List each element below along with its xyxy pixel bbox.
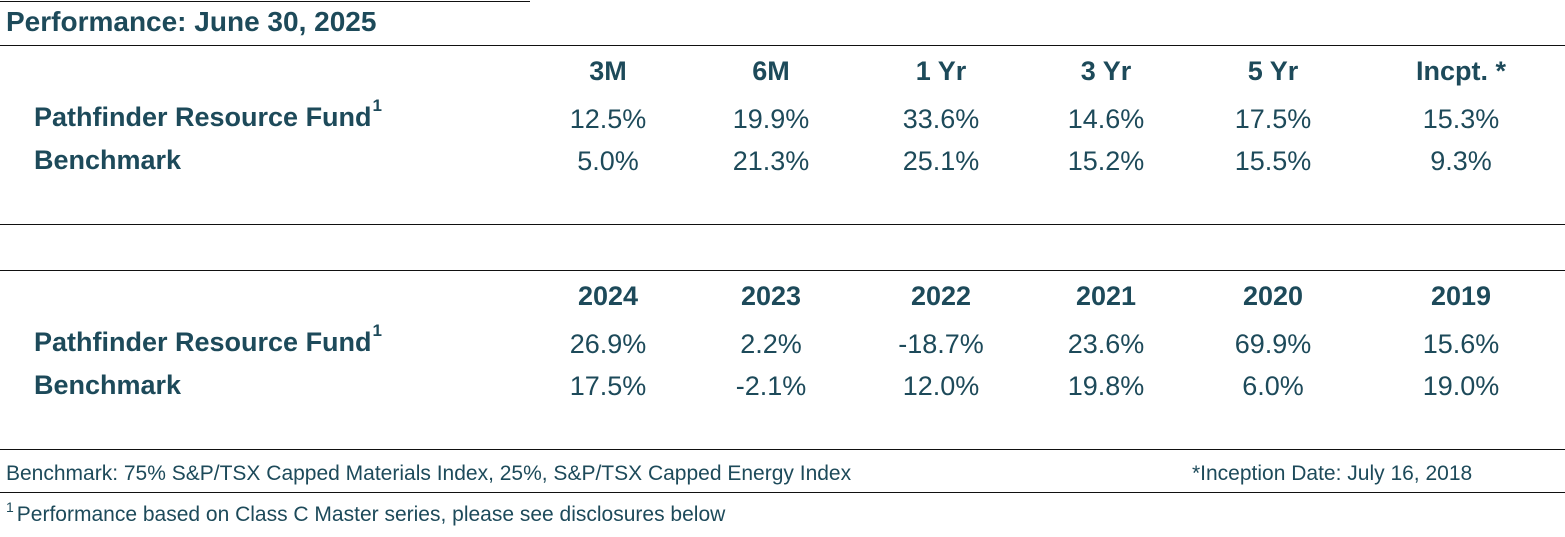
table-cell: 25.1% (902, 146, 980, 176)
row-label-fund: Pathfinder Resource Fund1 (34, 321, 383, 357)
column-header-2023: 2023 (740, 281, 802, 311)
footer-rule-2 (0, 492, 1565, 493)
column-header-inception: Incpt. * (1415, 56, 1506, 86)
section-rule-1 (0, 224, 1565, 225)
column-header-2022: 2022 (910, 281, 972, 311)
column-header-3yr: 3 Yr (1080, 56, 1132, 86)
table-cell: 9.3% (1430, 146, 1492, 176)
table-cell: 19.0% (1422, 371, 1500, 401)
table-cell: 6.0% (1242, 371, 1304, 401)
table-cell: 17.5% (569, 371, 647, 401)
table-cell: -2.1% (735, 371, 807, 401)
benchmark-note: Benchmark: 75% S&P/TSX Capped Materials … (6, 462, 852, 485)
table-cell: 14.6% (1067, 104, 1145, 134)
table-cell: 12.5% (569, 104, 647, 134)
table-cell: -18.7% (898, 329, 984, 359)
column-header-2024: 2024 (577, 281, 639, 311)
column-header-2020: 2020 (1242, 281, 1304, 311)
column-header-2021: 2021 (1075, 281, 1137, 311)
column-header-3m: 3M (589, 56, 627, 86)
column-header-6m: 6M (752, 56, 790, 86)
footer-rule-1 (0, 449, 1565, 450)
table-cell: 69.9% (1234, 329, 1312, 359)
row-label-benchmark: Benchmark (34, 145, 182, 175)
table-cell: 26.9% (569, 329, 647, 359)
footnote-marker: 1 (6, 499, 14, 515)
page-title: Performance: June 30, 2025 (6, 6, 377, 37)
table-cell: 5.0% (577, 146, 639, 176)
row-label-benchmark: Benchmark (34, 370, 182, 400)
table-cell: 19.8% (1067, 371, 1145, 401)
top-rule (0, 1, 530, 2)
table-cell: 33.6% (902, 104, 980, 134)
disclosure-note: 1 Performance based on Class C Master ser… (6, 499, 726, 526)
table-cell: 12.0% (902, 371, 980, 401)
column-header-2019: 2019 (1430, 281, 1492, 311)
row-label-fund: Pathfinder Resource Fund1 (34, 96, 383, 132)
table-cell: 15.5% (1234, 146, 1312, 176)
footnote-marker: 1 (372, 96, 383, 115)
table-cell: 15.3% (1422, 104, 1500, 134)
column-header-1yr: 1 Yr (915, 56, 967, 86)
section-rule-2 (0, 270, 1565, 271)
title-rule (0, 45, 1565, 46)
table-cell: 2.2% (740, 329, 802, 359)
inception-note: *Inception Date: July 16, 2018 (1192, 462, 1473, 485)
table-cell: 15.6% (1422, 329, 1500, 359)
column-header-5yr: 5 Yr (1247, 56, 1299, 86)
table-cell: 19.9% (732, 104, 810, 134)
table-cell: 17.5% (1234, 104, 1312, 134)
table-cell: 23.6% (1067, 329, 1145, 359)
table-cell: 21.3% (732, 146, 810, 176)
table-cell: 15.2% (1067, 146, 1145, 176)
footnote-marker: 1 (372, 321, 383, 340)
